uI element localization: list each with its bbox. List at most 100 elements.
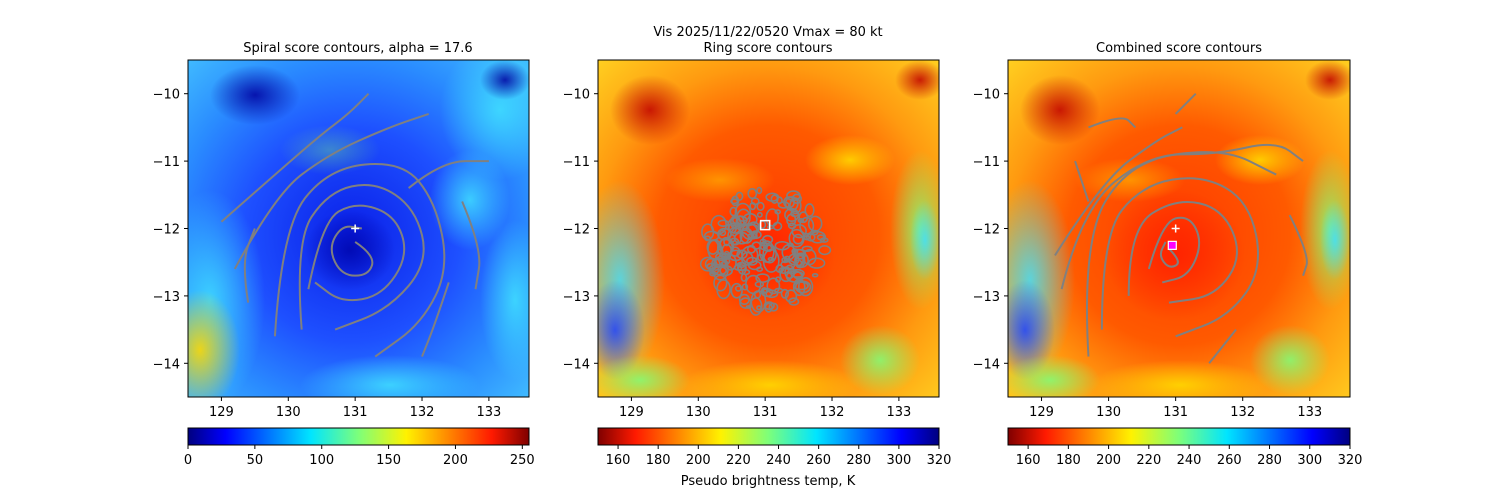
x-tick-label: 133 [476,405,501,420]
contour-line [1088,117,1137,129]
ring-contour-blob [741,223,758,241]
contour-line [1054,126,1183,256]
ring-contour-blob [729,206,738,217]
ring-score-contours [699,186,832,316]
ring-contour-blob [764,302,773,313]
colorbar [597,427,940,446]
ring-contour-blob [818,245,832,256]
ring-contour-blob [734,285,742,292]
ring-contour-blob [792,233,804,245]
ring-contour-blob [766,277,781,295]
ring-contour-blob [761,234,774,245]
ring-contour-blob [712,266,728,276]
colorbar [1007,427,1351,446]
ring-contour-blob [727,226,743,246]
y-tick-label: −13 [153,290,180,305]
colorbar-tick-label: 50 [247,453,264,468]
panel-combined: Combined score contours 129 130 131 132 133 −… [973,41,1363,468]
colorbar-tick-label: 150 [376,453,401,468]
contour-line [408,160,489,189]
x-tick-label: 133 [1297,405,1322,420]
ring-contour-blob [718,236,735,256]
colorbar-tick-label: 180 [1056,453,1081,468]
ring-contour-blob [704,235,711,242]
contour-line [461,201,481,290]
contour-line [1127,200,1238,304]
ring-contour-blob [710,214,727,235]
contour-line [1074,160,1090,202]
y-tick-label: −10 [973,88,1000,103]
colorbar-tick-label: 200 [443,453,468,468]
ring-contour-blob [777,201,790,209]
x-tick-label: 131 [1163,405,1188,420]
colorbar-tick-label: 260 [806,453,831,468]
panel-spiral: Spiral score contours, alpha = 17.6 129 1… [153,41,535,468]
heatmap-image [1008,60,1350,397]
ring-contour-blob [756,186,763,195]
ring-contour-blob [738,293,750,306]
x-tick-label: 131 [753,405,778,420]
colorbar-tick-label: 320 [1338,453,1363,468]
x-tick-label: 132 [410,405,435,420]
colorbar-tick-label: 100 [309,453,334,468]
heatmap-image [188,60,529,397]
panel-title: Ring score contours [703,41,832,56]
contour-line [243,228,256,303]
ring-contour-blob [804,203,815,218]
contour-line [1208,328,1237,364]
ring-contour-blob [717,219,730,227]
y-tick-label: −14 [153,357,180,372]
y-tick-label: −13 [973,290,1000,305]
colorbar-tick-label: 200 [686,453,711,468]
ring-contour-blob [765,289,779,299]
ring-contour-blob [706,239,720,255]
contour-line [1147,216,1201,284]
y-tick-label: −12 [153,223,180,238]
x-tick-label: 129 [619,405,644,420]
contour-line [1288,214,1308,276]
y-tick-label: −14 [563,357,590,372]
panel-title: Spiral score contours, alpha = 17.6 [243,41,472,56]
x-tick-label: 130 [1096,405,1121,420]
x-tick-label: 132 [820,405,845,420]
ring-contour-blob [754,280,765,288]
ring-contour-blob [780,259,796,270]
colorbar-tick-label: 300 [886,453,911,468]
colorbar-tick-label: 220 [726,453,751,468]
contour-layer [220,92,489,358]
contour-line [1159,241,1179,268]
ring-contour-blob [790,268,805,278]
ring-contour-blob [791,223,807,239]
colorbar-tick-label: 280 [846,453,871,468]
y-tick-label: −14 [973,357,1000,372]
ring-contour-blob [793,248,807,260]
ring-contour-blob [747,187,758,200]
ring-contour-blob [807,257,826,269]
heatmap-image [598,60,939,397]
ring-contour-blob [721,243,733,260]
ring-contour-blob [784,207,800,222]
contour-line [233,112,430,270]
y-tick-label: −13 [563,290,590,305]
ring-contour-blob [819,237,829,243]
ring-contour-blob [797,277,814,297]
panel-title: Combined score contours [1096,41,1262,56]
ring-contour-blob [717,227,732,241]
colorbar-tick-label: 260 [1217,453,1242,468]
contour-line [1060,143,1304,290]
plus-marker [1171,224,1180,233]
magenta-square-marker [1167,240,1177,250]
colorbar-label: Pseudo brightness temp, K [681,474,856,489]
y-tick-label: −11 [563,155,590,170]
colorbar-tick-label: 280 [1257,453,1282,468]
contour-line [1100,177,1260,338]
ring-contour-blob [786,242,794,247]
colorbar-tick-label: 180 [646,453,671,468]
y-tick-label: −12 [563,223,590,238]
ring-contour-blob [749,201,757,211]
colorbar-tick-label: 320 [927,453,952,468]
ring-contour-blob [737,223,749,232]
ring-contour-blob [788,228,805,248]
ring-contour-blob [733,231,750,245]
ring-contour-blob [791,193,802,204]
